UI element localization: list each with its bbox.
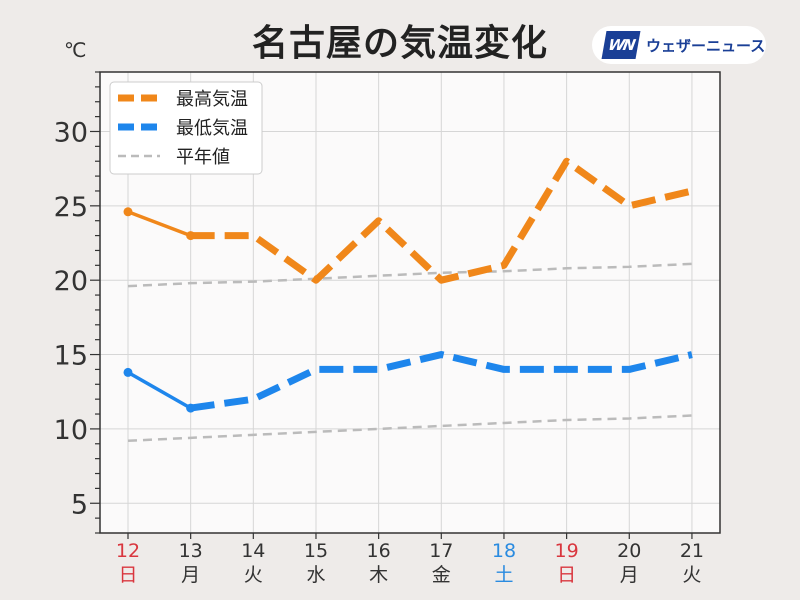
- max-temp-point: [123, 207, 133, 217]
- x-tick-label-date: 15: [304, 540, 328, 562]
- min-temp-point: [186, 403, 196, 413]
- x-tick-label-weekday: 月: [181, 564, 200, 586]
- x-tick-label-weekday: 火: [244, 564, 263, 586]
- x-tick-label-weekday: 日: [557, 564, 576, 586]
- legend-label: 平年値: [176, 147, 230, 168]
- max-temp-observed-line: [127, 210, 192, 238]
- x-tick-label-date: 13: [179, 540, 203, 562]
- y-tick-label: 30: [54, 117, 88, 148]
- legend-box: [109, 81, 263, 175]
- max-temp-forecast-line: [190, 157, 693, 284]
- min-temp-point: [123, 367, 133, 377]
- x-tick-label-weekday: 金: [432, 564, 451, 586]
- x-tick-label-date: 21: [680, 540, 704, 562]
- x-tick-label-date: 17: [429, 540, 453, 562]
- x-tick-label-date: 12: [116, 540, 140, 562]
- y-tick-label: 5: [71, 489, 88, 520]
- normal-low-line: [127, 414, 692, 443]
- x-tick-label-weekday: 木: [369, 564, 388, 586]
- normal-high-line: [127, 262, 692, 288]
- min-temp-observed-line: [127, 370, 192, 410]
- x-tick-label-weekday: 日: [118, 564, 137, 586]
- min-temp-forecast-line: [190, 351, 693, 412]
- plot-frame: [99, 71, 721, 534]
- y-tick-label: 25: [54, 192, 88, 223]
- y-tick-label: 15: [54, 341, 88, 372]
- x-tick-label-weekday: 月: [620, 564, 639, 586]
- brand-name: ウェザーニュース: [646, 36, 766, 55]
- max-temp-point: [186, 231, 196, 241]
- x-tick-label-date: 19: [555, 540, 579, 562]
- x-tick-label-weekday: 水: [306, 564, 325, 586]
- x-tick-label-date: 14: [241, 540, 265, 562]
- legend-label: 最高気温: [176, 89, 248, 110]
- y-tick-label: 10: [54, 415, 88, 446]
- x-tick-label-weekday: 土: [494, 564, 513, 586]
- y-axis-unit: ℃: [64, 38, 87, 62]
- x-tick-label-date: 20: [617, 540, 641, 562]
- x-tick-label-weekday: 火: [682, 564, 701, 586]
- x-tick-label-date: 18: [492, 540, 516, 562]
- x-tick-label-date: 16: [367, 540, 391, 562]
- y-tick-label: 20: [54, 266, 88, 297]
- brand-logo: WN ウェザーニュース: [592, 26, 766, 64]
- legend-label: 最低気温: [176, 118, 248, 139]
- chart-title: 名古屋の気温変化: [251, 23, 548, 64]
